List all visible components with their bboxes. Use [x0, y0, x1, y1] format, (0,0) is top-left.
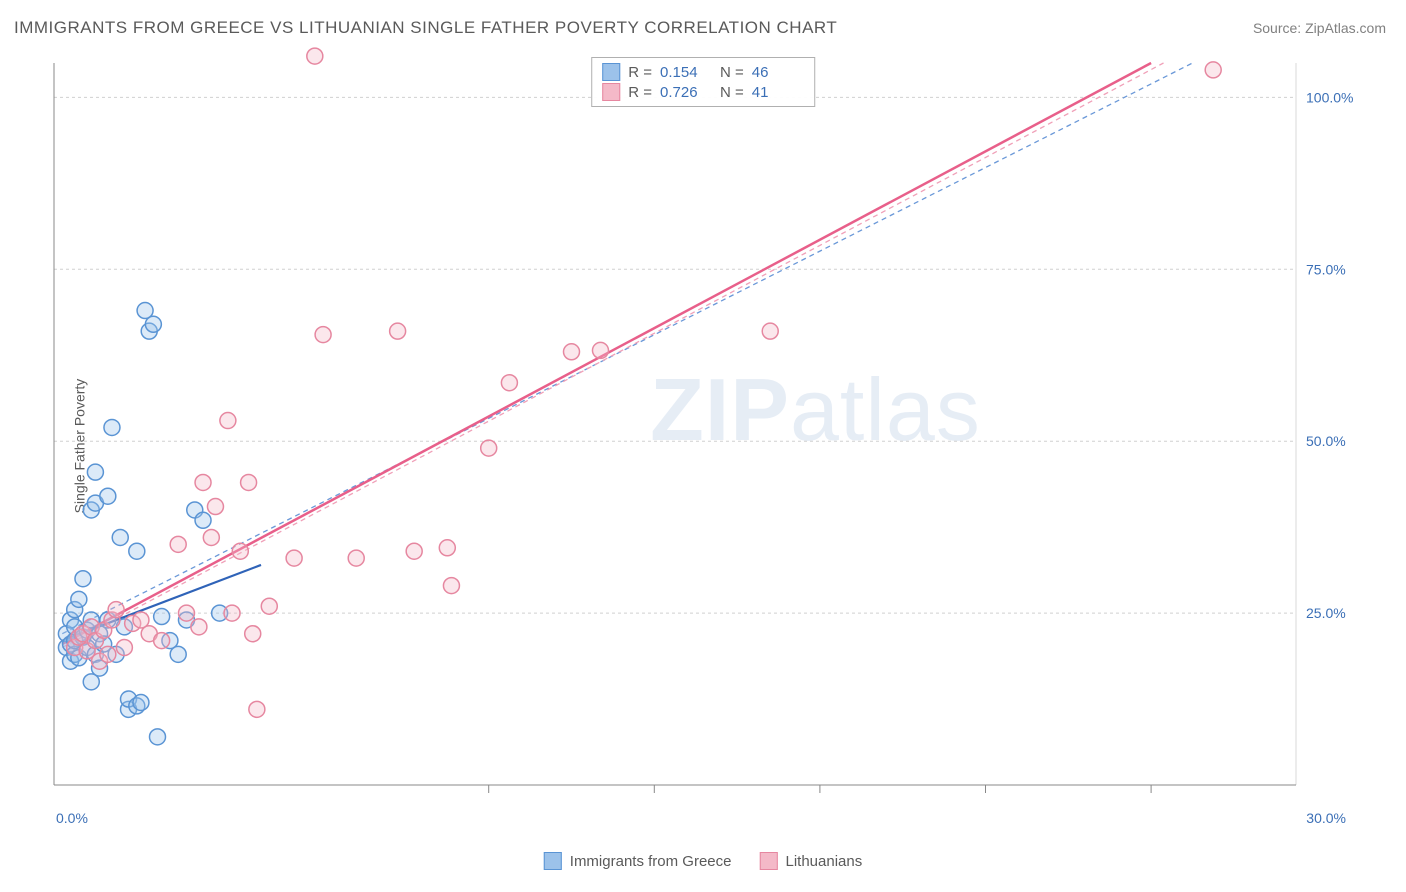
data-point-lithuanians — [249, 701, 265, 717]
data-point-lithuanians — [307, 48, 323, 64]
data-point-lithuanians — [195, 474, 211, 490]
plot-area: 25.0%50.0%75.0%100.0%0.0%30.0% — [48, 55, 1356, 815]
legend-swatch-lithuanians — [759, 852, 777, 870]
swatch-lithuanians — [602, 83, 620, 101]
y-tick-label: 25.0% — [1306, 605, 1346, 621]
stat-R-lithuanians: 0.726 — [660, 84, 712, 101]
data-point-lithuanians — [564, 344, 580, 360]
data-point-lithuanians — [443, 578, 459, 594]
data-point-greece — [104, 419, 120, 435]
y-tick-label: 75.0% — [1306, 261, 1346, 277]
data-point-greece — [129, 543, 145, 559]
legend-item-greece: Immigrants from Greece — [544, 852, 732, 870]
stat-N-label: N = — [720, 64, 744, 81]
data-point-lithuanians — [220, 413, 236, 429]
data-point-greece — [150, 729, 166, 745]
stats-row-lithuanians: R = 0.726 N = 41 — [602, 82, 804, 102]
data-point-lithuanians — [439, 540, 455, 556]
data-point-lithuanians — [261, 598, 277, 614]
stat-N-greece: 46 — [752, 64, 804, 81]
data-point-lithuanians — [116, 639, 132, 655]
legend-item-lithuanians: Lithuanians — [759, 852, 862, 870]
data-point-lithuanians — [207, 499, 223, 515]
data-point-lithuanians — [203, 529, 219, 545]
y-tick-label: 100.0% — [1306, 89, 1353, 105]
data-point-greece — [170, 646, 186, 662]
bottom-legend: Immigrants from Greece Lithuanians — [544, 852, 862, 870]
data-point-greece — [133, 694, 149, 710]
stat-N-label: N = — [720, 84, 744, 101]
data-point-lithuanians — [762, 323, 778, 339]
data-point-greece — [71, 591, 87, 607]
source-label: Source: — [1253, 20, 1305, 36]
source-value: ZipAtlas.com — [1305, 20, 1386, 36]
chart-svg: 25.0%50.0%75.0%100.0%0.0%30.0% — [48, 55, 1356, 815]
data-point-lithuanians — [232, 543, 248, 559]
data-point-lithuanians — [191, 619, 207, 635]
data-point-lithuanians — [224, 605, 240, 621]
data-point-greece — [112, 529, 128, 545]
data-point-greece — [145, 316, 161, 332]
data-point-lithuanians — [245, 626, 261, 642]
data-point-greece — [75, 571, 91, 587]
data-point-lithuanians — [286, 550, 302, 566]
data-point-lithuanians — [241, 474, 257, 490]
legend-label-lithuanians: Lithuanians — [785, 853, 862, 870]
stat-R-greece: 0.154 — [660, 64, 712, 81]
data-point-lithuanians — [100, 646, 116, 662]
data-point-lithuanians — [390, 323, 406, 339]
x-tick-label: 30.0% — [1306, 810, 1346, 826]
data-point-lithuanians — [108, 602, 124, 618]
stat-R-label: R = — [628, 64, 652, 81]
source-attribution: Source: ZipAtlas.com — [1253, 20, 1386, 36]
data-point-lithuanians — [170, 536, 186, 552]
stats-row-greece: R = 0.154 N = 46 — [602, 62, 804, 82]
data-point-lithuanians — [481, 440, 497, 456]
data-point-greece — [87, 464, 103, 480]
data-point-lithuanians — [315, 327, 331, 343]
data-point-greece — [100, 488, 116, 504]
data-point-lithuanians — [348, 550, 364, 566]
y-tick-label: 50.0% — [1306, 433, 1346, 449]
stat-N-lithuanians: 41 — [752, 84, 804, 101]
trend-dashed-greece — [62, 63, 1192, 634]
legend-label-greece: Immigrants from Greece — [570, 853, 732, 870]
chart-title: IMMIGRANTS FROM GREECE VS LITHUANIAN SIN… — [14, 18, 837, 38]
data-point-lithuanians — [1205, 62, 1221, 78]
legend-swatch-greece — [544, 852, 562, 870]
data-point-lithuanians — [501, 375, 517, 391]
data-point-lithuanians — [178, 605, 194, 621]
stat-R-label: R = — [628, 84, 652, 101]
data-point-greece — [154, 609, 170, 625]
data-point-greece — [195, 512, 211, 528]
swatch-greece — [602, 63, 620, 81]
data-point-lithuanians — [406, 543, 422, 559]
stats-legend-box: R = 0.154 N = 46 R = 0.726 N = 41 — [591, 57, 815, 107]
x-tick-label: 0.0% — [56, 810, 88, 826]
data-point-lithuanians — [154, 633, 170, 649]
data-point-lithuanians — [592, 342, 608, 358]
trend-dashed-lithuanians — [62, 63, 1163, 647]
